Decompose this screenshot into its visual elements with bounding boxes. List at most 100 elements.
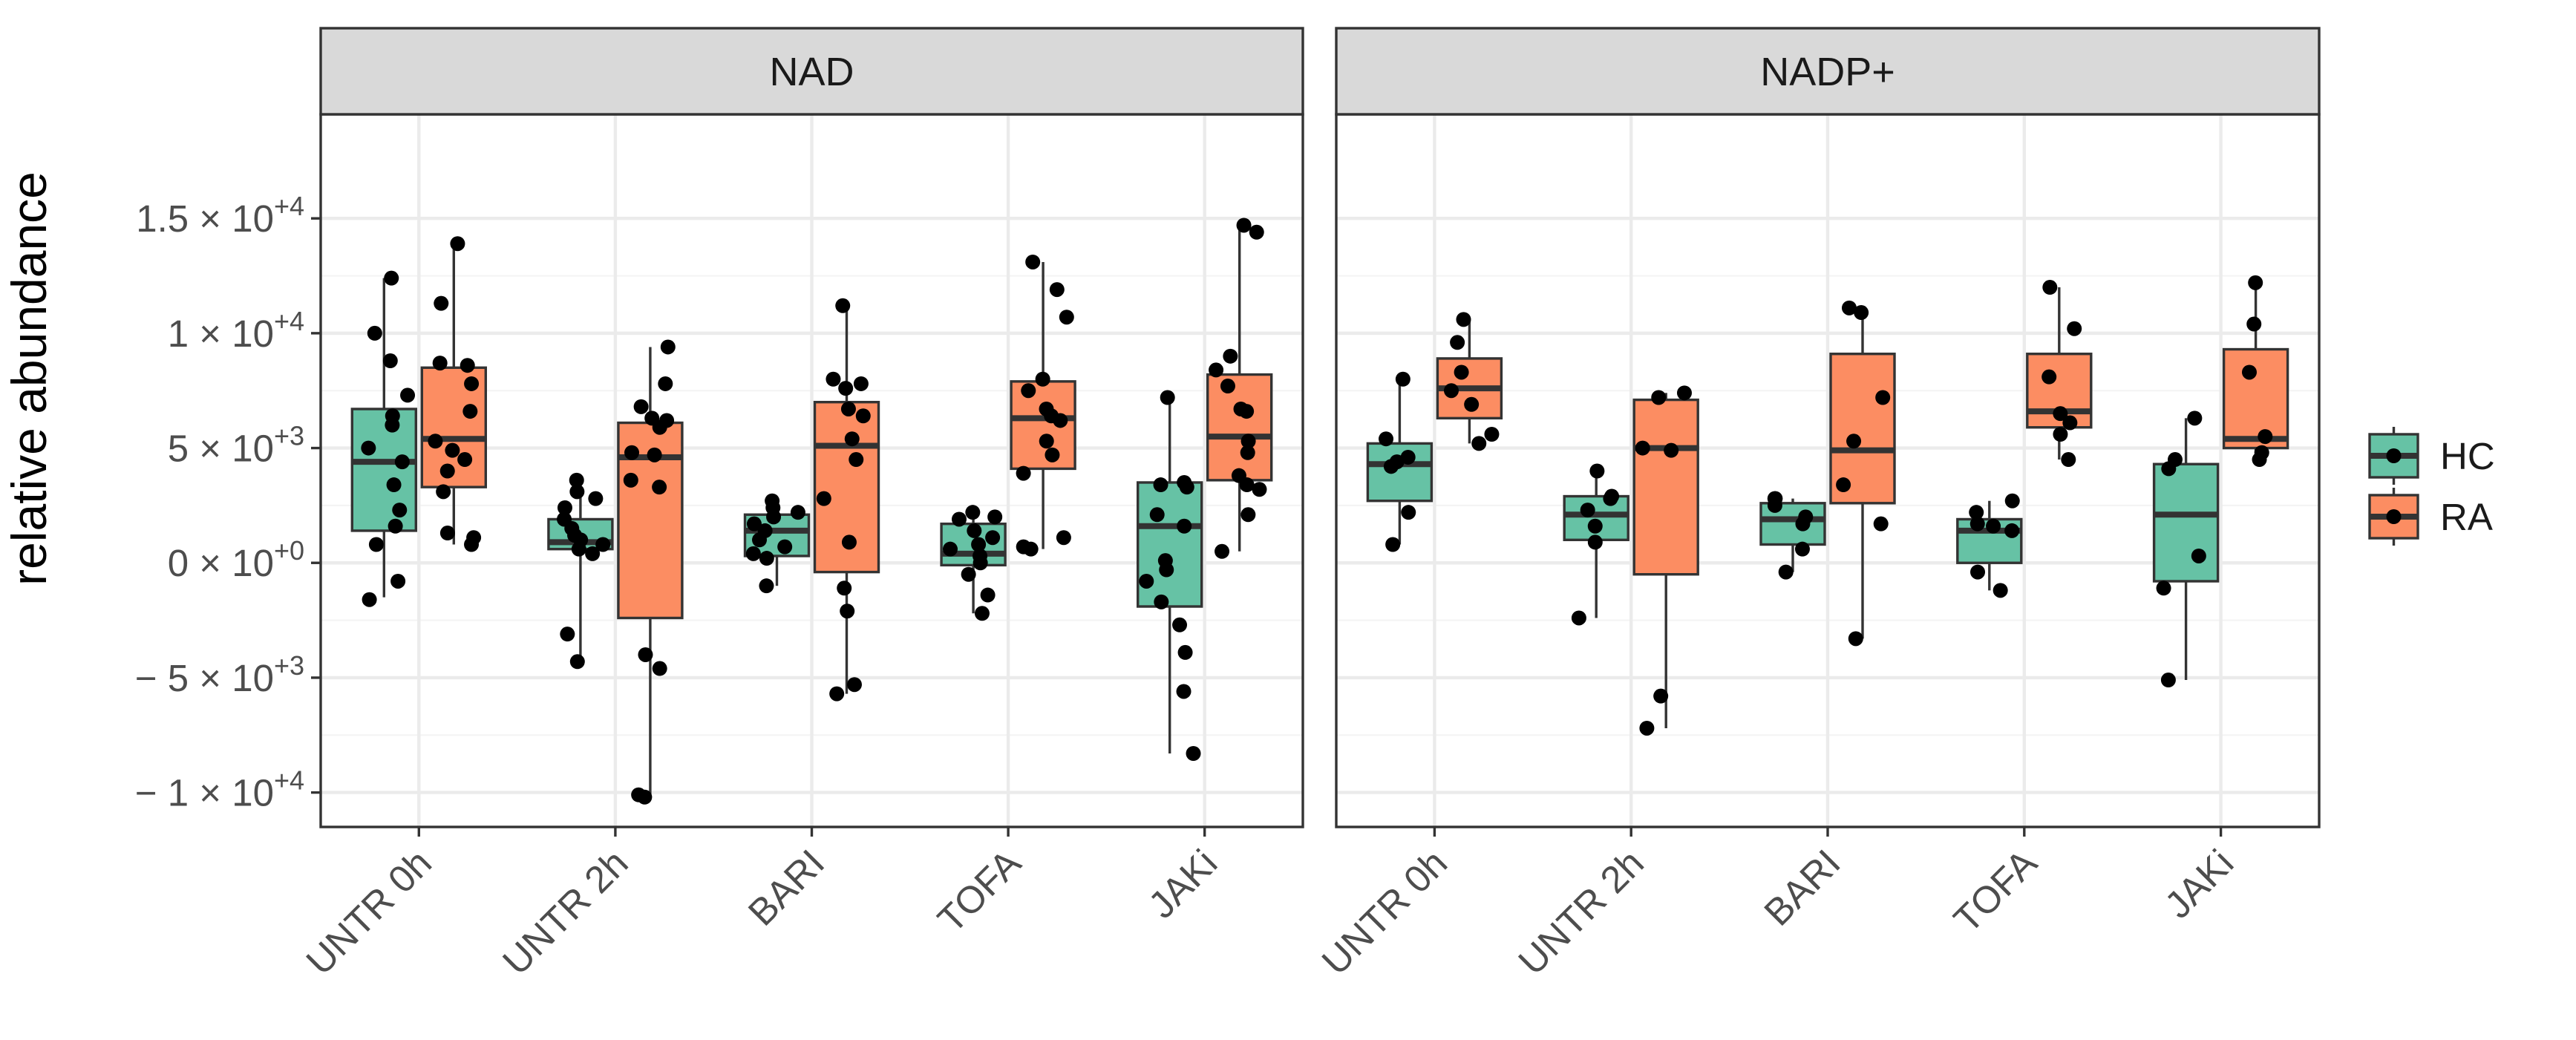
data-point [2004,493,2020,508]
x-tick-label: UNTR 2h [1510,841,1652,983]
box-nad-jaki-hc [1136,390,1203,762]
facet-label: NAD [769,50,854,94]
data-point [1252,482,1267,497]
data-point [434,295,449,311]
box-nadp-tofa-ra [2026,280,2093,468]
data-point [961,566,976,582]
data-point [432,356,448,371]
data-point [439,526,455,541]
data-point [1240,507,1256,523]
box-nad-untr-2h-hc [547,472,614,670]
data-point [2062,415,2078,431]
data-point [1778,564,1794,580]
legend-key-point [2386,448,2402,463]
data-point [1400,449,1416,465]
data-point [2160,673,2176,688]
data-point [2067,321,2082,336]
box-nadp-tofa-hc [1956,493,2023,598]
data-point [972,555,988,571]
data-point [1395,371,1410,387]
data-point [1969,505,1984,520]
data-point [846,677,862,693]
data-point [1025,254,1041,269]
data-point [746,516,762,532]
data-point [971,537,987,552]
x-tick-label: UNTR 0h [1314,841,1456,983]
data-point [2191,548,2206,563]
data-point [658,376,673,391]
data-point [569,484,585,500]
data-point [1154,594,1169,609]
data-point [2156,580,2171,596]
data-point [1056,530,1071,546]
data-point [2161,461,2177,477]
box-nadp-bari-ra [1829,300,1896,647]
legend: HC RA [2368,427,2495,546]
data-point [1450,335,1465,350]
data-point [829,686,845,701]
data-point [394,454,410,470]
data-point [647,447,662,462]
facet-strip [1335,27,2321,116]
data-point [849,452,864,468]
data-point [826,371,841,387]
box-nad-untr-0h-hc [350,270,417,607]
data-point [2258,429,2273,445]
data-point [835,298,851,313]
box-nadp-untr-0h-hc [1366,371,1434,552]
data-point [1223,348,1238,364]
data-point [588,491,604,506]
x-tick-label: TOFA [1946,841,2045,941]
data-point [464,376,480,391]
data-point [1571,610,1586,626]
data-point [1383,459,1399,474]
data-point [1854,305,1869,321]
data-point [1846,434,1862,449]
data-point [1836,477,1851,493]
data-point [980,587,996,603]
data-point [943,541,958,557]
data-point [790,505,805,520]
data-point [1635,440,1650,456]
facet-strip [319,27,1304,116]
data-point [569,472,584,488]
data-point [759,578,774,594]
facet-label: NADP+ [1760,50,1895,94]
data-point [1035,371,1050,387]
data-point [974,606,990,621]
legend-item-hc: HC [2368,427,2495,485]
data-point [1969,516,1985,532]
data-point [1464,396,1480,412]
y-tick-label: 5 × 10+3 [168,421,304,470]
data-point [388,518,403,534]
data-point [1651,390,1667,405]
data-point [1239,404,1255,419]
data-point [1249,224,1264,240]
data-point [361,440,376,456]
data-point [759,551,774,566]
data-point [985,530,1001,546]
data-point [1639,720,1655,736]
data-point [1240,434,1256,449]
data-point [595,537,611,552]
data-point [1186,746,1201,762]
y-tick-label: 1 × 10+4 [168,306,304,355]
data-point [1179,480,1194,495]
data-point [1177,644,1193,660]
data-point [362,592,377,607]
data-point [1059,310,1074,325]
data-point [1443,383,1459,399]
box-body [2152,462,2220,583]
data-point [1139,573,1154,589]
data-point [752,532,768,548]
box-nad-untr-0h-ra [420,236,487,552]
data-point [2246,316,2262,332]
data-point [1580,503,1595,518]
data-point [965,505,981,520]
legend-label: HC [2440,435,2495,477]
x-tick-label: UNTR 0h [298,841,439,983]
legend-item-ra: RA [2368,488,2493,546]
data-point [840,401,856,416]
data-point [1970,564,1986,580]
data-point [1848,631,1863,647]
